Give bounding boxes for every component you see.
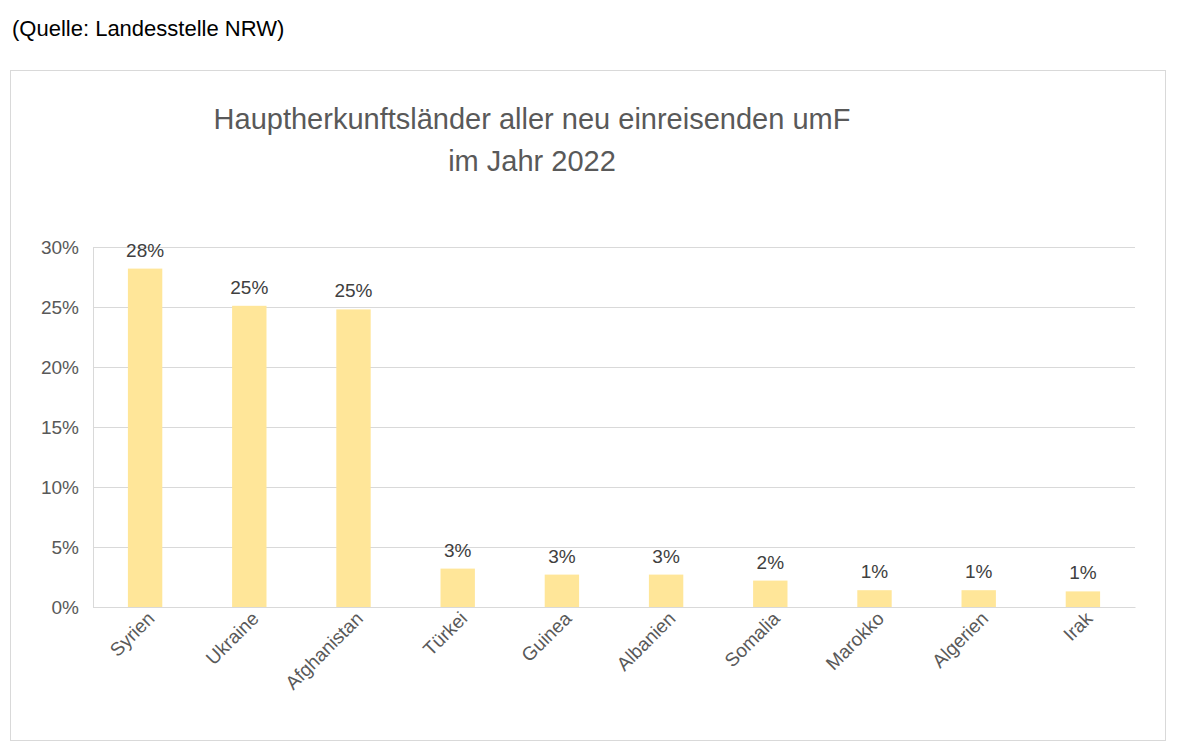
bar: [232, 306, 266, 607]
y-tick: 25%: [41, 297, 93, 318]
x-axis-line: [94, 607, 1136, 608]
data-labels: 28% 25% 25% 3% 3% 3% 2% 1% 1% 1%: [126, 240, 1097, 584]
chart-frame: [11, 71, 1166, 741]
y-tick: 0%: [52, 597, 93, 618]
bar: [1066, 591, 1100, 607]
x-tick-label: Afghanistan: [281, 608, 367, 694]
x-tick: Irak: [1059, 607, 1097, 645]
y-tick: 30%: [41, 237, 93, 258]
chart: (Quelle: Landesstelle NRW) Hauptherkunfts…: [0, 0, 1182, 755]
x-tick: Ukraine: [202, 607, 263, 669]
x-tick-label: Irak: [1059, 607, 1097, 645]
x-tick: Syrien: [106, 607, 159, 661]
bar: [649, 575, 683, 607]
x-tick: Guinea: [517, 607, 575, 666]
bar: [128, 269, 162, 607]
data-label: 1%: [861, 561, 889, 582]
x-tick-label: Marokko: [822, 608, 888, 674]
y-tick-label: 25%: [41, 297, 79, 318]
x-tick-label: Ukraine: [202, 608, 263, 669]
y-tick: 5%: [52, 537, 93, 558]
x-tick-label: Syrien: [106, 608, 159, 661]
y-tick-label: 20%: [41, 357, 79, 378]
x-tick-label: Algerien: [928, 608, 992, 672]
y-tick: 20%: [41, 357, 93, 378]
x-tick: Marokko: [822, 607, 888, 674]
bar: [753, 581, 787, 607]
data-label: 1%: [1069, 562, 1097, 583]
bar: [962, 590, 996, 607]
x-tick-label: Somalia: [720, 607, 784, 671]
y-tick: 10%: [41, 477, 93, 498]
data-label: 25%: [334, 280, 372, 301]
x-tick: Türkei: [419, 607, 471, 660]
x-axis: Syrien Ukraine Afghanistan Türkei Guinea Alba…: [94, 607, 1136, 693]
data-label: 3%: [652, 546, 680, 567]
data-label: 2%: [757, 552, 785, 573]
x-tick: Algerien: [928, 607, 992, 672]
grid-line: [93, 247, 1135, 248]
title: Hauptherkunftsländer aller neu einreisen…: [214, 103, 851, 135]
y-axis: 0% 5% 10% 15% 20% 25% 30%: [41, 237, 94, 618]
x-tick: Somalia: [720, 607, 784, 671]
y-tick-label: 5%: [52, 537, 80, 558]
x-tick: Afghanistan: [281, 607, 367, 693]
y-tick-label: 0%: [52, 597, 80, 618]
data-label: 28%: [126, 240, 164, 261]
y-axis-line: [93, 248, 94, 608]
source: (Quelle: Landesstelle NRW): [12, 16, 284, 41]
data-label: 25%: [230, 277, 268, 298]
bar: [545, 575, 579, 607]
bar: [336, 309, 370, 607]
y-tick-label: 30%: [41, 237, 79, 258]
y-tick-label: 10%: [41, 477, 79, 498]
data-label: 1%: [965, 561, 993, 582]
data-label: 3%: [444, 540, 472, 561]
x-tick: Albanien: [612, 607, 679, 675]
x-tick-label: Guinea: [517, 607, 575, 665]
x-tick-label: Türkei: [419, 608, 471, 660]
bars: [128, 269, 1100, 607]
title: im Jahr 2022: [448, 145, 616, 177]
y-tick-label: 15%: [41, 417, 79, 438]
grid-line: [93, 607, 1135, 608]
x-tick-label: Albanien: [612, 608, 679, 675]
data-label: 3%: [548, 546, 576, 567]
y-tick: 15%: [41, 417, 93, 438]
bar: [441, 569, 475, 607]
bar: [857, 590, 891, 607]
grid: [93, 248, 1135, 608]
